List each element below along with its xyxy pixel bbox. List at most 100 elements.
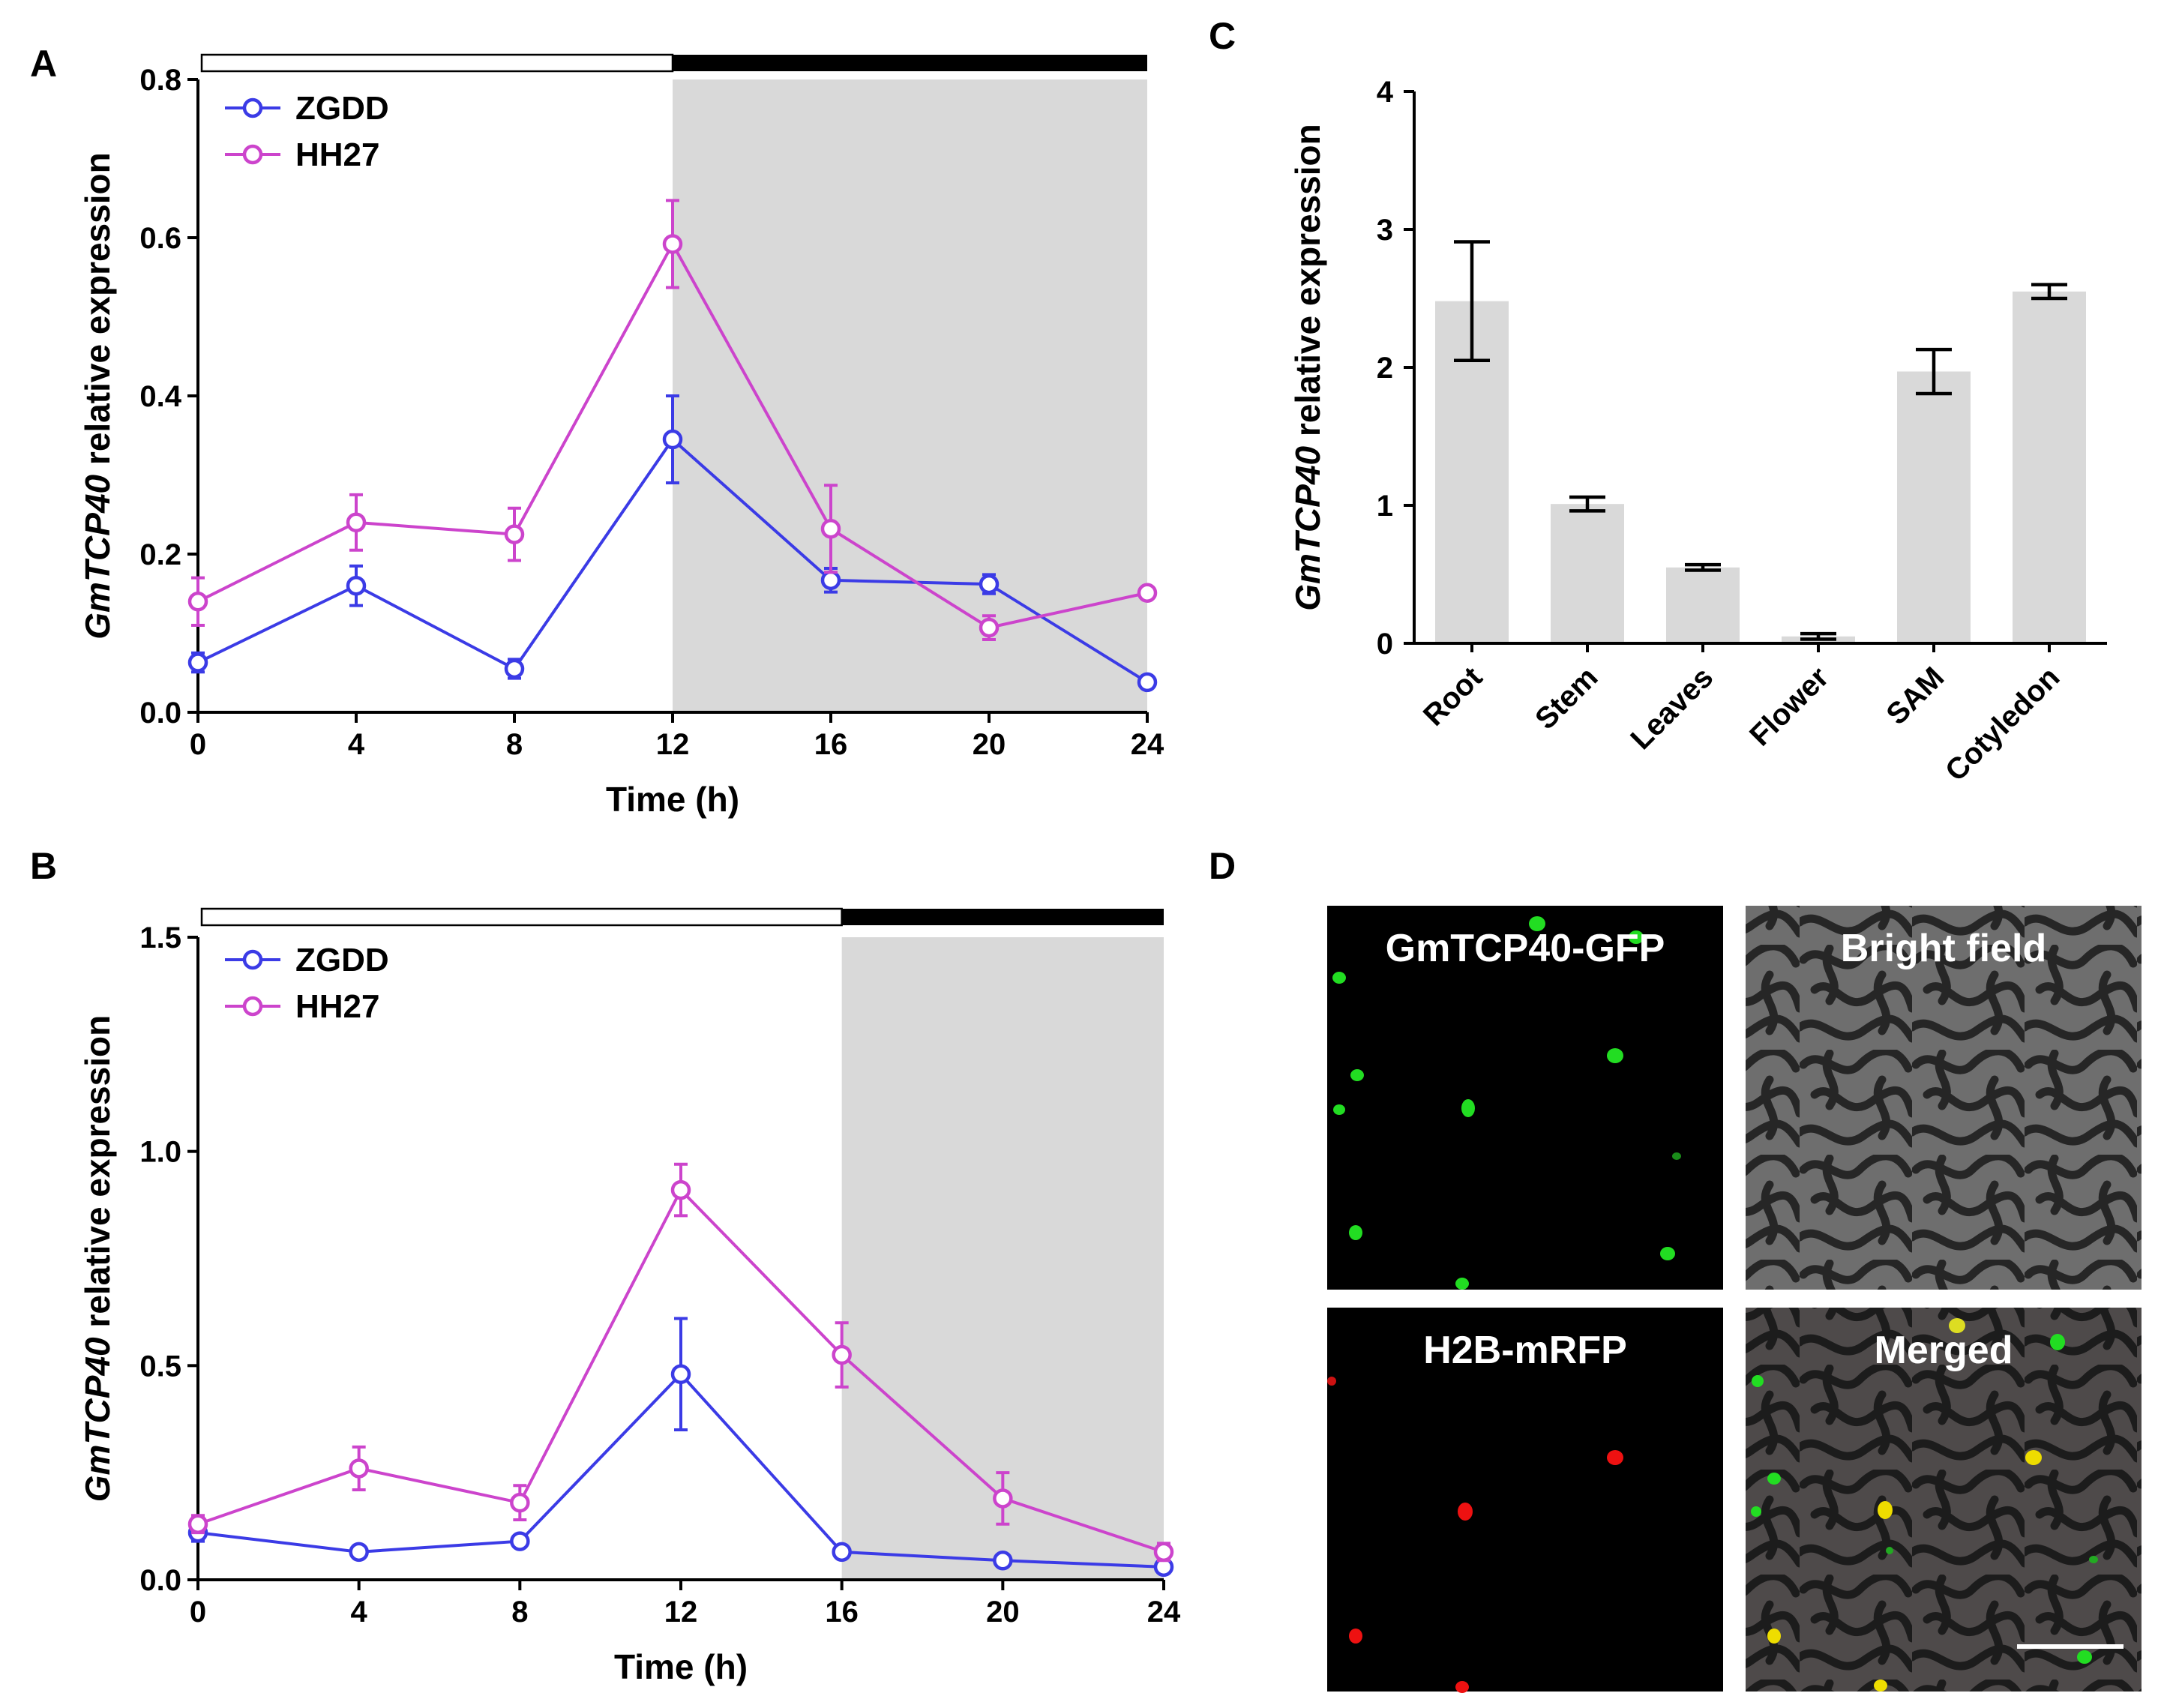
dark-period-bar <box>673 55 1147 71</box>
microscopy-rfp-panel: H2B-mRFP <box>1327 1308 1723 1693</box>
category-label: Flower <box>1743 661 1835 752</box>
legend-label-zgdd: ZGDD <box>295 90 389 127</box>
data-point <box>187 1514 208 1534</box>
x-tick-label: 20 <box>973 728 1006 761</box>
data-point <box>504 524 525 544</box>
data-point <box>670 1179 691 1200</box>
rfp-nucleus <box>1349 1629 1362 1644</box>
merged-nucleus <box>2025 1450 2042 1465</box>
merged-nucleus <box>1874 1680 1887 1692</box>
merged-nucleus <box>1751 1506 1761 1517</box>
x-tick-label: 4 <box>348 728 365 761</box>
data-point <box>993 1488 1013 1509</box>
data-point <box>1137 583 1158 603</box>
gfp-nucleus <box>1672 1152 1681 1160</box>
x-tick-label: 4 <box>351 1596 368 1629</box>
x-tick-label: 8 <box>511 1596 528 1629</box>
category-label: Stem <box>1529 661 1604 736</box>
panel-letter-b: B <box>30 845 57 887</box>
x-axis-title: Time (h) <box>606 780 739 819</box>
data-point <box>349 1542 369 1563</box>
category-label: SAM <box>1880 661 1950 731</box>
x-tick-label: 16 <box>825 1596 859 1629</box>
data-point <box>1153 1542 1174 1563</box>
x-axis-title: Time (h) <box>614 1647 748 1686</box>
data-point <box>820 570 841 591</box>
gfp-nucleus <box>1455 1278 1469 1290</box>
y-tick-label: 1 <box>1377 490 1393 523</box>
y-tick-label: 1.0 <box>139 1136 181 1169</box>
gfp-nucleus <box>1629 930 1644 944</box>
microscopy-merged-panel: Merged <box>1746 1308 2142 1692</box>
x-tick-label: 20 <box>986 1596 1020 1629</box>
category-label: Leaves <box>1624 661 1719 756</box>
light-period-bar <box>200 53 674 73</box>
data-point <box>662 429 683 450</box>
dark-period-shading <box>673 79 1147 712</box>
gfp-image <box>1327 906 1723 1290</box>
chart-a: 0.0 0.2 0.4 0.6 0.8 0 4 8 12 16 20 24 Time (h) GmTCP4… <box>78 53 1164 819</box>
x-tick-label: 16 <box>814 728 848 761</box>
x-tick-label: 24 <box>1147 1596 1181 1629</box>
gfp-nucleus <box>1607 1048 1623 1063</box>
microscopy-gfp-panel: GmTCP40-GFP <box>1327 906 1723 1290</box>
gfp-nucleus <box>1332 972 1346 984</box>
data-point <box>993 1551 1013 1571</box>
category-label: Cotyledon <box>1939 661 2066 787</box>
y-tick-label: 1.5 <box>139 921 181 954</box>
data-point <box>510 1531 530 1551</box>
merged-nucleus <box>2089 1556 2098 1563</box>
legend-marker <box>242 996 263 1017</box>
rfp-image <box>1327 1308 1723 1692</box>
light-period-bar <box>200 907 843 927</box>
x-tick-label: 0 <box>190 728 206 761</box>
y-tick-label: 0.6 <box>139 222 181 255</box>
merged-image <box>1746 1308 2142 1692</box>
y-tick-label: 0.4 <box>139 380 181 413</box>
x-tick-label: 8 <box>506 728 523 761</box>
y-tick-label: 4 <box>1377 76 1394 109</box>
merged-nucleus <box>1767 1629 1781 1644</box>
y-tick-label: 0.0 <box>139 1564 181 1597</box>
data-point <box>346 512 367 533</box>
data-point <box>510 1492 530 1513</box>
panel-letter-a: A <box>30 43 57 85</box>
gfp-nucleus <box>1350 1069 1364 1081</box>
x-tick-label: 0 <box>190 1596 206 1629</box>
microscopy-bright-panel: Bright field <box>1746 906 2142 1290</box>
y-tick-label: 3 <box>1377 214 1393 247</box>
merged-label: Merged <box>1875 1329 2013 1372</box>
bar-stem <box>1551 504 1624 643</box>
x-tick-label: 12 <box>656 728 690 761</box>
data-point <box>504 658 525 679</box>
data-point <box>187 652 208 673</box>
panel-letter-d: D <box>1209 845 1236 887</box>
y-tick-label: 0.2 <box>139 538 181 571</box>
y-axis-title: GmTCP40 relative expression <box>78 152 117 639</box>
x-tick-label: 12 <box>664 1596 698 1629</box>
rfp-nucleus <box>1607 1450 1623 1465</box>
legend-label-hh27: HH27 <box>295 988 380 1025</box>
merged-nucleus <box>2050 1334 2065 1350</box>
legend-marker <box>242 949 263 970</box>
data-point <box>820 518 841 539</box>
merged-nucleus <box>1949 1318 1965 1333</box>
y-tick-label: 0 <box>1377 628 1393 661</box>
y-tick-label: 0.5 <box>139 1350 181 1383</box>
rfp-nucleus <box>1458 1503 1473 1521</box>
panel-letter-c: C <box>1209 15 1236 57</box>
x-tick-label: 24 <box>1131 728 1164 761</box>
legend-label-zgdd: ZGDD <box>295 942 389 978</box>
y-tick-label: 0.0 <box>139 697 181 730</box>
legend-marker <box>242 144 263 165</box>
y-tick-label: 0.8 <box>139 64 181 97</box>
merged-nucleus <box>2077 1650 2092 1664</box>
data-point <box>346 575 367 596</box>
chart-b: 0.0 0.5 1.0 1.5 0 4 8 12 16 20 24 Time (h) GmTCP40 r… <box>78 907 1181 1686</box>
data-point <box>187 592 208 612</box>
rfp-nucleus <box>1327 1377 1336 1386</box>
bar-sam <box>1897 371 1971 643</box>
gfp-nucleus <box>1529 916 1545 931</box>
